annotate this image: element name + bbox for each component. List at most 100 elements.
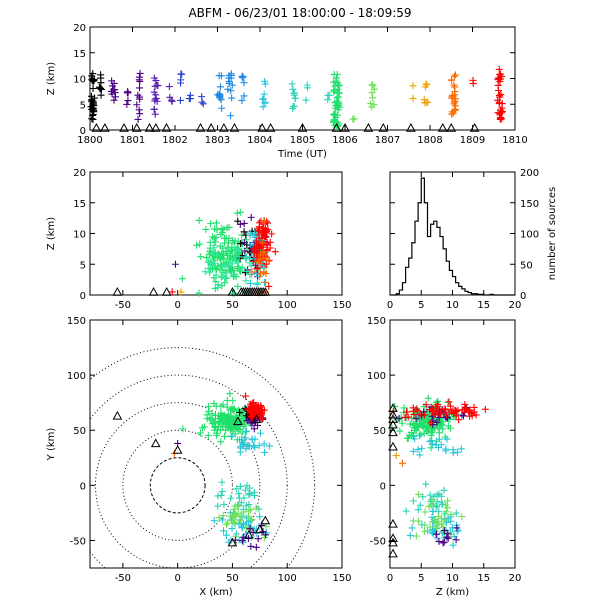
source-point <box>403 408 411 416</box>
source-point <box>246 490 254 498</box>
source-point <box>212 431 220 439</box>
source-point <box>396 427 404 435</box>
source-point <box>228 517 236 525</box>
source-point <box>255 244 263 252</box>
source-point <box>256 429 264 437</box>
station-triangle <box>331 122 342 132</box>
source-point <box>400 404 408 412</box>
source-point <box>244 266 252 274</box>
source-point <box>429 507 437 515</box>
source-point <box>167 96 175 104</box>
source-point <box>452 71 460 79</box>
source-point <box>177 288 185 296</box>
source-point <box>427 406 435 414</box>
source-point <box>258 249 266 257</box>
station-triangle <box>388 427 398 437</box>
histogram-steps <box>390 177 515 296</box>
station-triangle <box>388 441 398 451</box>
source-point <box>226 390 234 398</box>
source-point <box>224 243 232 251</box>
x-tick-label: 150 <box>332 300 351 311</box>
source-point <box>199 100 207 108</box>
y-tick-label: 100 <box>367 371 386 382</box>
yz-projection-panel: 0 5 10 15 20 -50 0 50 100 150 Z (km) <box>367 316 521 598</box>
source-point <box>197 253 205 261</box>
source-point <box>88 76 96 84</box>
source-point <box>421 521 429 529</box>
source-point <box>414 506 422 514</box>
source-point <box>206 269 214 277</box>
x-tick-label: 0 <box>387 573 393 584</box>
y-tick-label: 0 <box>80 126 86 137</box>
source-point <box>268 230 276 238</box>
source-point <box>243 267 251 275</box>
source-point <box>252 543 260 551</box>
x-tick-label: 1800 <box>77 135 102 146</box>
station-triangle <box>437 122 448 132</box>
source-point <box>217 438 225 446</box>
source-point <box>409 82 417 90</box>
station-triangle <box>206 122 216 132</box>
source-point <box>252 409 260 417</box>
source-point <box>212 271 220 279</box>
range-ring <box>90 347 316 568</box>
x-tick-label: 20 <box>509 300 522 311</box>
source-point <box>110 96 118 104</box>
y-tick-label: 20 <box>73 168 86 179</box>
source-point <box>458 406 466 414</box>
source-point <box>494 74 502 82</box>
source-point <box>228 404 236 412</box>
plan-view-y-axis-label: Y (km) <box>46 428 57 462</box>
source-point <box>210 260 218 268</box>
source-point <box>240 219 248 227</box>
source-point <box>234 425 242 433</box>
source-point <box>439 523 447 531</box>
source-point <box>450 91 458 99</box>
source-point <box>433 418 441 426</box>
source-point <box>223 521 231 529</box>
source-point <box>250 425 258 433</box>
source-point <box>195 216 203 224</box>
altitude-histogram-y-axis-label: number of sources <box>547 187 558 280</box>
source-point <box>247 542 255 550</box>
source-point <box>432 530 440 538</box>
source-point <box>222 531 230 539</box>
source-point <box>215 72 223 80</box>
station-triangle <box>161 286 172 296</box>
range-ring <box>149 457 206 514</box>
source-point <box>444 530 452 538</box>
x-tick-label: 150 <box>332 573 351 584</box>
source-point <box>433 491 441 499</box>
source-point <box>350 115 358 123</box>
source-point <box>262 531 270 539</box>
source-point <box>420 408 428 416</box>
source-point <box>203 415 211 423</box>
plan-view-frame <box>89 319 343 569</box>
source-point <box>416 501 424 509</box>
source-point <box>227 112 235 120</box>
y-tick-label: 10 <box>73 75 86 86</box>
source-point <box>201 268 209 276</box>
source-point <box>461 400 469 408</box>
source-point <box>246 506 254 514</box>
source-point <box>235 253 243 261</box>
source-point <box>255 256 263 264</box>
source-point <box>227 72 235 80</box>
source-point <box>217 414 225 422</box>
source-point <box>235 520 243 528</box>
source-point <box>220 527 228 535</box>
source-point <box>195 289 203 297</box>
y-tick-label: 150 <box>367 316 386 327</box>
source-point <box>414 445 422 453</box>
source-point <box>497 90 505 98</box>
source-point <box>428 497 436 505</box>
source-point <box>445 408 453 416</box>
source-point <box>238 537 246 545</box>
source-point <box>218 478 226 486</box>
station-triangle <box>195 122 206 132</box>
source-point <box>438 499 446 507</box>
x-tick-label: 1805 <box>290 135 315 146</box>
source-point <box>238 96 246 104</box>
xz-projection-panel: -50 0 50 100 150 0 5 10 15 20 Z (km) <box>46 168 352 311</box>
source-point <box>416 432 424 440</box>
